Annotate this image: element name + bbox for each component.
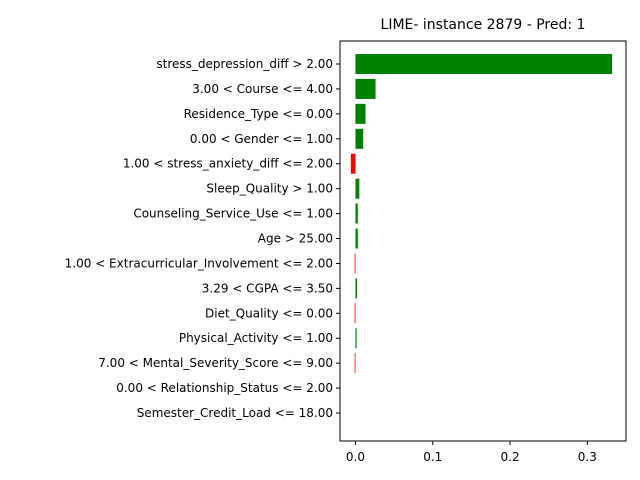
bar-9	[355, 278, 358, 299]
x-ticks: 0.0 0.1 0.2 0.3	[346, 441, 597, 464]
y-tick-label-4: 1.00 < stress_anxiety_diff <= 2.00	[123, 157, 333, 171]
y-tick-label-8: 1.00 < Extracurricular_Involvement <= 2.…	[65, 256, 333, 270]
y-tick-label-14: Semester_Credit_Load <= 18.00	[137, 406, 333, 420]
x-tick-label-0: 0.0	[346, 450, 365, 464]
bar-7	[355, 228, 358, 249]
y-tick-label-2: Residence_Type <= 0.00	[184, 107, 333, 121]
bar-11	[355, 328, 357, 349]
y-tick-label-13: 0.00 < Relationship_Status <= 2.00	[116, 381, 333, 395]
bar-2	[355, 103, 366, 124]
plot-frame	[339, 40, 627, 442]
chart-title: LIME- instance 2879 - Pred: 1	[381, 17, 586, 33]
bar-6	[355, 203, 358, 224]
y-tick-label-9: 3.29 < CGPA <= 3.50	[202, 281, 333, 295]
x-tick-label-3: 0.3	[578, 450, 597, 464]
y-tick-labels: stress_depression_diff > 2.00 3.00 < Cour…	[65, 57, 340, 420]
x-tick-label-1: 0.1	[423, 450, 442, 464]
y-tick-label-7: Age > 25.00	[258, 232, 333, 246]
bar-4	[350, 153, 356, 174]
y-tick-label-3: 0.00 < Gender <= 1.00	[190, 132, 333, 146]
y-tick-label-11: Physical_Activity <= 1.00	[179, 331, 333, 345]
bar-3	[355, 128, 364, 149]
x-tick-label-2: 0.2	[501, 450, 520, 464]
y-tick-label-12: 7.00 < Mental_Severity_Score <= 9.00	[98, 356, 333, 370]
y-tick-label-10: Diet_Quality <= 0.00	[205, 306, 333, 320]
bar-1	[355, 78, 376, 99]
bar-0	[355, 54, 613, 74]
bar-12	[354, 353, 356, 374]
bar-5	[355, 178, 360, 199]
bar-8	[354, 253, 356, 274]
bars-group	[350, 54, 613, 374]
y-tick-label-6: Counseling_Service_Use <= 1.00	[133, 207, 333, 221]
y-tick-label-5: Sleep_Quality > 1.00	[206, 182, 333, 196]
bar-10	[354, 303, 356, 324]
y-tick-label-0: stress_depression_diff > 2.00	[156, 57, 333, 71]
y-tick-label-1: 3.00 < Course <= 4.00	[192, 82, 333, 96]
